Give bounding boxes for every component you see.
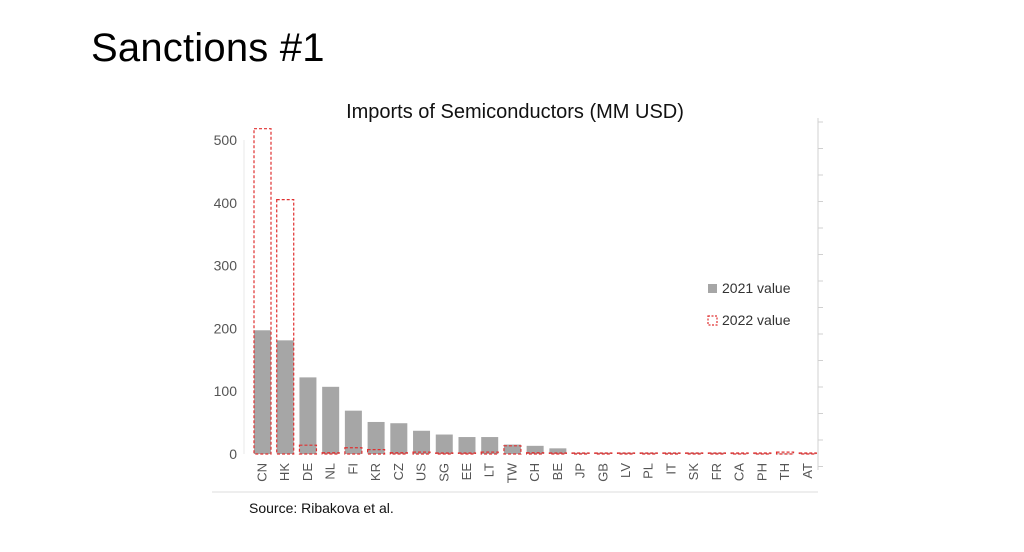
bar-2022 — [662, 452, 681, 455]
x-tick-label: PH — [754, 463, 769, 481]
y-tick-label: 300 — [214, 258, 238, 274]
x-tick-label: US — [414, 463, 429, 481]
bar-2021 — [572, 452, 590, 454]
bar-2022 — [435, 452, 454, 455]
bar-2021 — [299, 377, 317, 454]
chart-title: Imports of Semiconductors (MM USD) — [346, 101, 684, 123]
x-tick-label: CA — [732, 463, 747, 481]
bar-2021 — [413, 430, 431, 454]
bar-2022 — [730, 452, 749, 455]
bar-2021 — [458, 437, 476, 454]
x-tick-label: TH — [777, 463, 792, 480]
bar-2022 — [412, 451, 431, 455]
bar-2021 — [254, 330, 271, 454]
x-tick-label: HK — [277, 463, 292, 481]
series-2022 — [253, 128, 817, 455]
y-tick-label: 0 — [229, 446, 237, 462]
right-axis — [212, 118, 823, 493]
bar-2022 — [298, 444, 318, 455]
bar-2022 — [503, 445, 522, 455]
x-tick-label: LT — [482, 463, 497, 477]
bar-2021 — [662, 452, 680, 454]
x-tick-label: FR — [709, 463, 724, 480]
x-tick-label: EE — [459, 463, 474, 481]
x-tick-label: IT — [663, 463, 678, 475]
bar-2022 — [798, 452, 817, 455]
x-tick-label: SK — [686, 463, 701, 481]
x-tick-label: JP — [573, 463, 588, 478]
source-note: Source: Ribakova et al. — [249, 500, 394, 516]
bar-2021 — [435, 434, 453, 454]
legend-swatch-2021 — [708, 284, 717, 293]
bar-2021 — [549, 448, 567, 454]
x-tick-label: TW — [504, 462, 519, 483]
bar-2022 — [526, 452, 545, 455]
bar-2022 — [276, 199, 295, 455]
x-tick-label: LV — [618, 463, 633, 478]
slide-title: Sanctions #1 — [91, 26, 325, 70]
bar-2022 — [480, 451, 499, 455]
y-tick-label: 200 — [214, 320, 238, 336]
x-tick-label: BE — [550, 463, 565, 481]
y-axis: 0 100 200 300 400 500 — [214, 132, 245, 462]
x-tick-label: DE — [300, 463, 315, 481]
legend-label-2021: 2021 value — [722, 280, 791, 296]
x-tick-label: PL — [641, 463, 656, 479]
bar-2021 — [481, 437, 499, 454]
bar-2022 — [775, 451, 795, 455]
y-tick-label: 500 — [214, 132, 238, 148]
bar-2022 — [321, 452, 340, 455]
bar-2021 — [594, 452, 612, 454]
y-tick-label: 400 — [214, 195, 238, 211]
bar-2022 — [571, 452, 590, 455]
bar-2022 — [616, 452, 636, 455]
bar-2021 — [322, 386, 340, 454]
bar-2022 — [389, 452, 408, 455]
x-tick-label: GB — [595, 463, 610, 482]
bar-2022 — [753, 452, 772, 455]
bar-2021 — [640, 452, 658, 454]
bar-2022 — [594, 452, 613, 455]
bar-2022 — [685, 452, 704, 455]
x-tick-label: KR — [368, 463, 383, 481]
bar-2021 — [503, 444, 521, 454]
bar-2021 — [367, 421, 385, 454]
legend-label-2022: 2022 value — [722, 312, 791, 328]
x-tick-label: FI — [345, 463, 360, 475]
y-tick-label: 100 — [214, 383, 238, 399]
bar-2021 — [276, 340, 294, 454]
legend: 2021 value 2022 value — [707, 280, 791, 328]
x-tick-label: CH — [527, 463, 542, 482]
x-tick-label: NL — [323, 463, 338, 480]
bar-2021 — [390, 423, 408, 454]
x-tick-label: AT — [800, 463, 815, 479]
x-tick-label: CZ — [391, 463, 406, 480]
bar-2022 — [457, 452, 477, 455]
bar-2021 — [344, 410, 362, 454]
bar-2022 — [367, 449, 386, 455]
x-tick-label: SG — [436, 463, 451, 482]
x-tick-label: CN — [255, 463, 270, 482]
bar-2022 — [639, 452, 658, 455]
bar-2021 — [708, 452, 726, 454]
bar-2021 — [526, 445, 544, 454]
bar-2021 — [685, 452, 703, 454]
series-2021 — [254, 330, 817, 455]
bar-2022 — [344, 447, 363, 455]
bar-2022 — [253, 128, 272, 455]
bar-2022 — [707, 452, 727, 455]
x-axis: CN HK DE NL FI KR CZ US SG EE LT TW CH BE JP GB LV PL IT SK… — [255, 462, 815, 483]
bar-2021 — [617, 452, 635, 454]
bar-2022 — [548, 452, 567, 455]
legend-swatch-2022 — [707, 315, 718, 326]
